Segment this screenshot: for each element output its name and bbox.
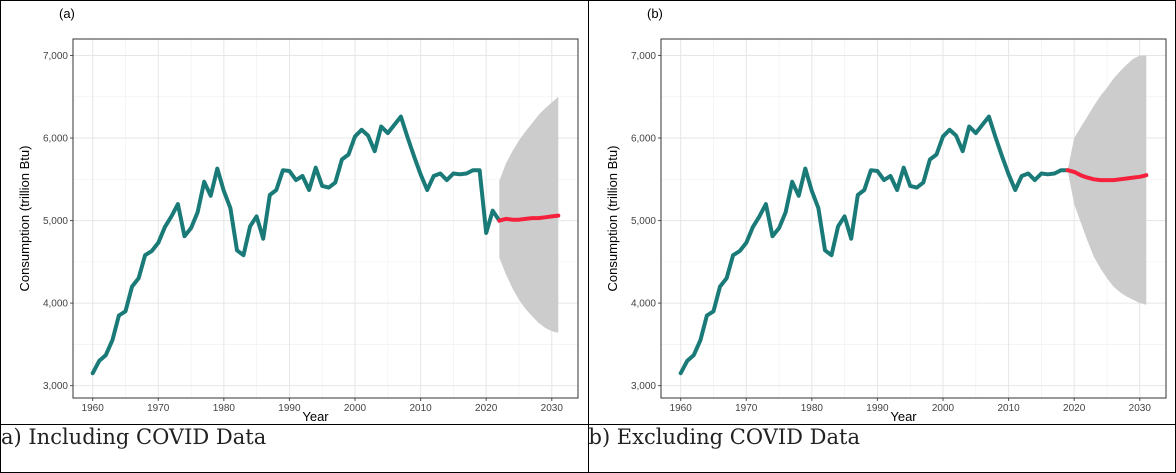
chart-1-x-axis-label: Year bbox=[890, 409, 917, 424]
chart-1-forecast-line bbox=[1065, 168, 1148, 183]
chart-1-x-tick-label: 2020 bbox=[1063, 403, 1086, 414]
chart-0-x-tick-label: 1960 bbox=[82, 403, 105, 414]
chart-1-y-axis-label: Consumption (trillion Btu) bbox=[605, 146, 620, 292]
chart-1-y-tick-label: 5,000 bbox=[630, 216, 655, 227]
chart-0-y-tick-label: 7,000 bbox=[43, 51, 68, 62]
chart-0-y-tick-label: 4,000 bbox=[43, 299, 68, 310]
panel-a-cell: (a) 1960 1970 1980 1990 2000 2010 2020 2030 3,000… bbox=[0, 0, 589, 425]
chart-0-y-tick-label: 3,000 bbox=[43, 381, 68, 392]
chart-0-history-line bbox=[90, 114, 502, 376]
caption-b: b) Excluding COVID Data bbox=[587, 424, 1176, 473]
caption-a: a) Including COVID Data bbox=[0, 424, 589, 473]
chart-1-x-tick-label: 2010 bbox=[997, 403, 1020, 414]
chart-1-history-line bbox=[678, 114, 1070, 376]
chart-1-x-tick-label: 1960 bbox=[669, 403, 692, 414]
chart-0-x-tick-label: 1970 bbox=[147, 403, 170, 414]
chart-0-x-axis-label: Year bbox=[302, 409, 329, 424]
chart-b: (b) 1960 1970 1980 1990 2000 2010 2020 2030 3,000… bbox=[605, 6, 1166, 424]
chart-0-panel-label: (a) bbox=[59, 6, 75, 21]
chart-0-y-axis-label: Consumption (trillion Btu) bbox=[17, 146, 32, 292]
chart-0-x-tick-label: 2010 bbox=[409, 403, 432, 414]
chart-1-y-tick-label: 3,000 bbox=[630, 381, 655, 392]
chart-0-x-tick-label: 2020 bbox=[475, 403, 498, 414]
chart-0-plot-border bbox=[72, 38, 579, 399]
chart-1-x-tick-label: 2000 bbox=[931, 403, 954, 414]
chart-0-confidence-band bbox=[499, 96, 559, 333]
chart-0-forecast-line bbox=[497, 213, 561, 223]
chart-1-x-tick-label: 2030 bbox=[1128, 403, 1151, 414]
chart-0-y-tick-label: 5,000 bbox=[43, 216, 68, 227]
chart-a: (a) 1960 1970 1980 1990 2000 2010 2020 2030 3,000… bbox=[17, 6, 579, 424]
chart-0-x-tick-label: 2000 bbox=[344, 403, 367, 414]
chart-1-panel-label: (b) bbox=[647, 6, 663, 21]
chart-1-x-tick-label: 1990 bbox=[866, 403, 889, 414]
chart-1-y-tick-label: 6,000 bbox=[630, 134, 655, 145]
chart-0-x-tick-label: 2030 bbox=[541, 403, 564, 414]
chart-1-y-tick-label: 4,000 bbox=[630, 299, 655, 310]
chart-1-x-tick-label: 1970 bbox=[735, 403, 758, 414]
chart-0-x-tick-label: 1980 bbox=[213, 403, 236, 414]
chart-1-x-tick-label: 1980 bbox=[800, 403, 823, 414]
chart-1-y-tick-label: 7,000 bbox=[630, 51, 655, 62]
panel-b-cell: (b) 1960 1970 1980 1990 2000 2010 2020 2030 3,000… bbox=[587, 0, 1176, 425]
chart-0-x-tick-label: 1990 bbox=[278, 403, 301, 414]
chart-0-y-tick-label: 6,000 bbox=[43, 134, 68, 145]
chart-1-plot-border bbox=[660, 38, 1166, 399]
